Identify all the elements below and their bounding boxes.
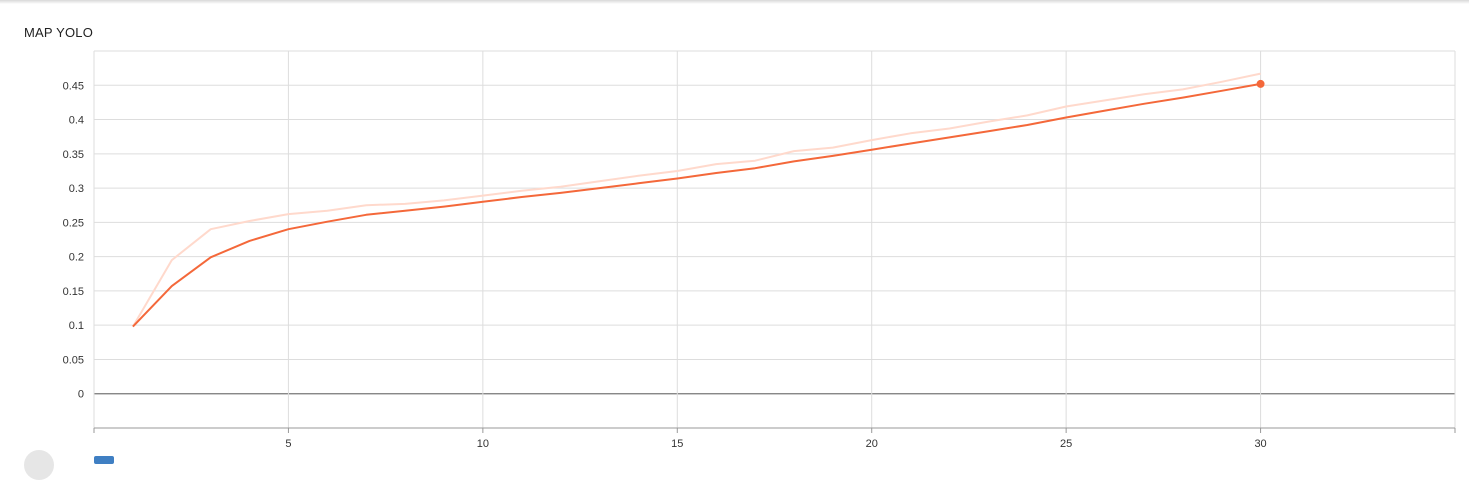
series-end-point [1256, 79, 1265, 88]
y-tick-label: 0.4 [69, 115, 84, 127]
y-tick-label: 0.2 [69, 252, 84, 264]
chart-card [0, 4, 1469, 459]
y-tick-label: 0.05 [63, 354, 84, 366]
x-tick-label: 10 [477, 438, 489, 450]
y-tick-label: 0.25 [63, 217, 84, 229]
x-tick-label: 25 [1060, 438, 1072, 450]
y-axis-ticks: 0 0.05 0.1 0.15 0.2 0.25 0.3 0.35 0.4 0.45 [63, 80, 84, 400]
series-line-raw [132, 72, 1261, 328]
y-tick-label: 0 [78, 389, 84, 401]
top-border [0, 0, 1469, 4]
y-tick-label: 0.45 [63, 80, 84, 92]
x-tick-label: 30 [1254, 438, 1266, 450]
series-lines [132, 72, 1265, 328]
axes [93, 51, 1456, 433]
y-tick-label: 0.3 [69, 183, 84, 195]
y-tick-label: 0.35 [63, 149, 84, 161]
series-line-smoothed [132, 82, 1261, 328]
data-download-button[interactable] [24, 450, 54, 480]
grid [94, 50, 1455, 428]
chart-title: MAP YOLO [24, 25, 94, 40]
x-tick-label: 15 [671, 438, 683, 450]
line-chart[interactable]: 0 0.05 0.1 0.15 0.2 0.25 0.3 0.35 0.4 0.45 5 10 15 2… [0, 0, 1469, 459]
y-tick-label: 0.15 [63, 286, 84, 298]
expand-icon[interactable] [94, 456, 114, 464]
x-tick-label: 5 [285, 438, 291, 450]
y-tick-label: 0.1 [69, 320, 84, 332]
x-tick-label: 20 [866, 438, 878, 450]
x-axis-ticks: 5 10 15 20 25 30 [285, 428, 1267, 450]
